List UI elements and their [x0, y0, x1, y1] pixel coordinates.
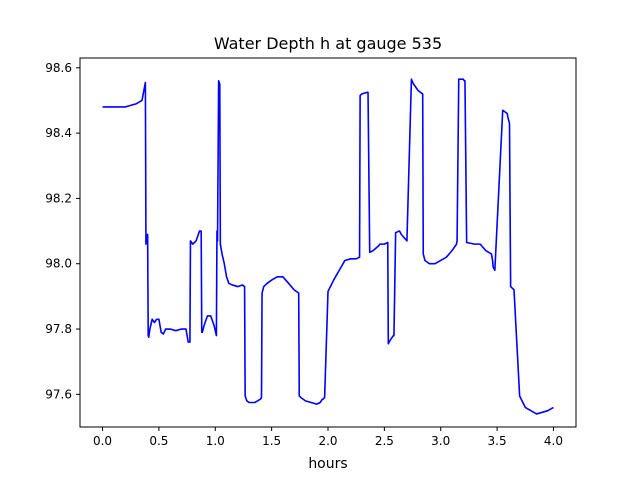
x-tick-label: 1.5 [262, 434, 281, 448]
x-tick-label: 3.0 [431, 434, 450, 448]
x-tick-label: 3.5 [488, 434, 507, 448]
x-tick-label: 1.0 [206, 434, 225, 448]
x-axis-label: hours [308, 456, 347, 472]
y-tick-label: 98.2 [45, 191, 72, 205]
y-tick-label: 98.0 [45, 257, 72, 271]
x-tick-label: 0.5 [149, 434, 168, 448]
y-tick-label: 98.4 [45, 126, 72, 140]
y-tick-label: 97.6 [45, 387, 72, 401]
x-tick-label: 2.5 [375, 434, 394, 448]
y-tick-label: 98.6 [45, 61, 72, 75]
y-tick-label: 97.8 [45, 322, 72, 336]
x-tick-label: 0.0 [93, 434, 112, 448]
chart-title: Water Depth h at gauge 535 [214, 34, 442, 53]
x-tick-label: 2.0 [318, 434, 337, 448]
x-tick-label: 4.0 [544, 434, 563, 448]
plot-area: 0.0 0.5 1.0 1.5 2.0 2.5 3.0 3.5 4.0 97.6 97.8 98.0 9… [45, 57, 577, 448]
series-line-0 [102, 78, 554, 415]
